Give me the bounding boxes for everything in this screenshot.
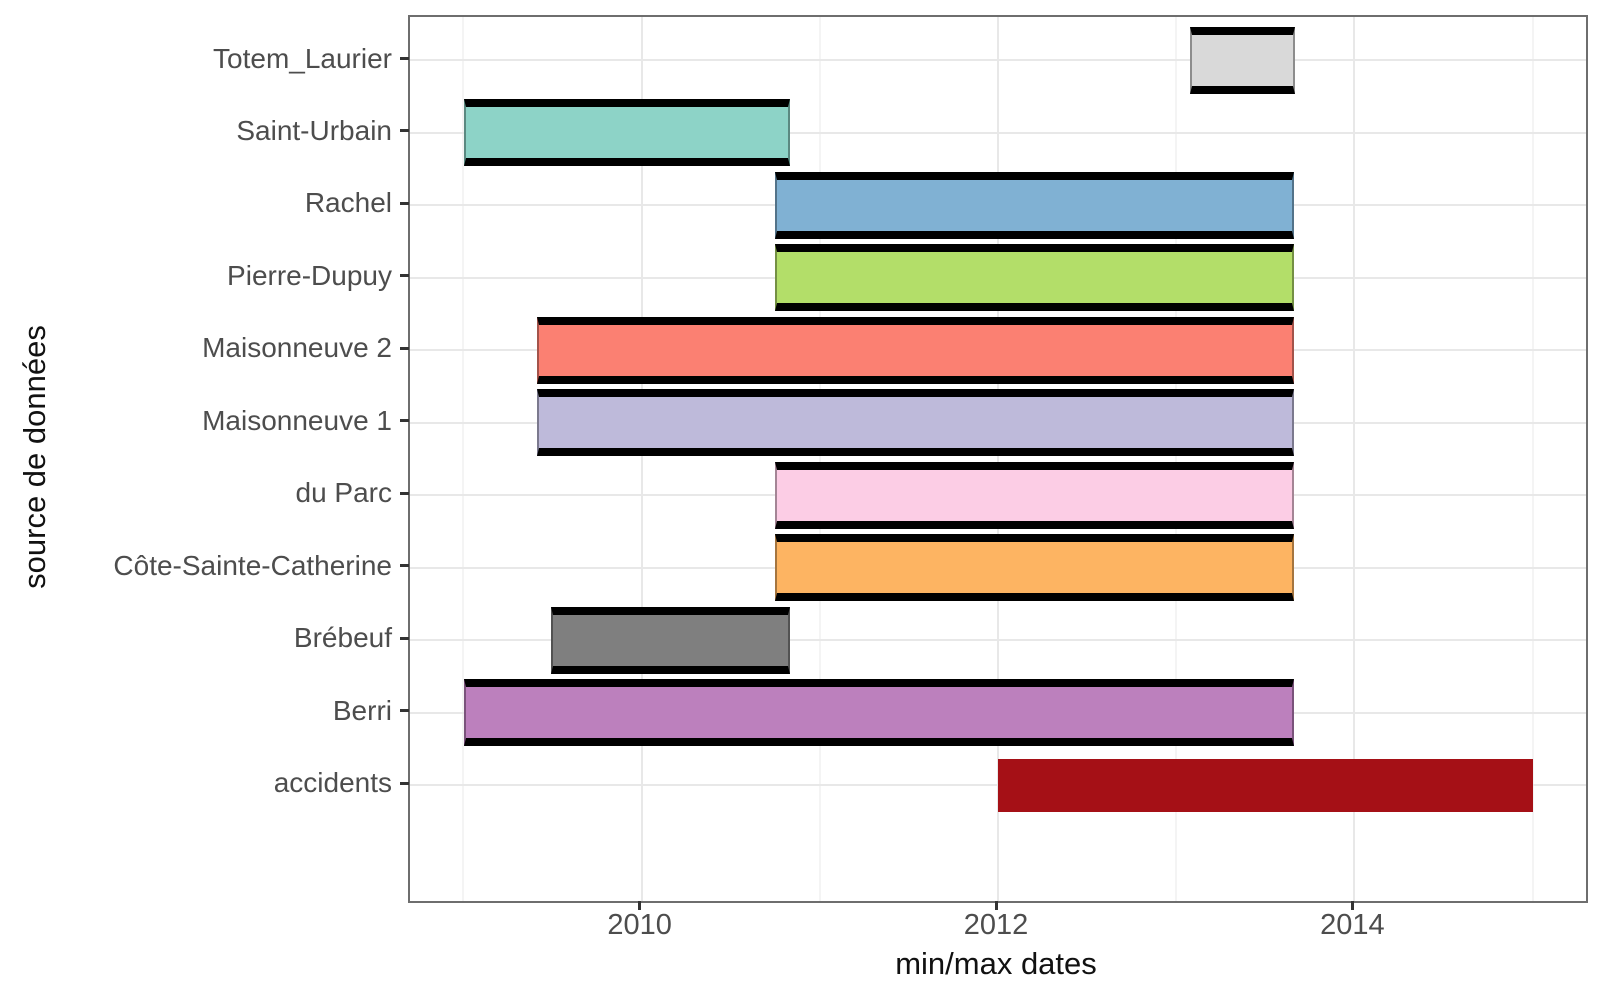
- gridline-minor-vertical: [1175, 17, 1178, 901]
- y-tick-label: Côte-Sainte-Catherine: [113, 549, 392, 581]
- x-tick-mark: [1350, 901, 1354, 910]
- bar-Rachel: [775, 171, 1294, 239]
- y-tick-mark: [400, 781, 409, 785]
- y-tick-mark: [400, 346, 409, 350]
- y-tick-label: accidents: [273, 767, 392, 799]
- y-tick-label: Totem_Laurier: [213, 42, 392, 74]
- x-tick-label: 2010: [607, 909, 672, 941]
- y-tick-mark: [400, 419, 409, 423]
- bar-Brébeuf: [550, 606, 790, 674]
- bar-Berri: [463, 679, 1294, 747]
- bar-Pierre-Dupuy: [775, 244, 1294, 312]
- x-tick-mark: [638, 901, 642, 910]
- y-tick-label: Berri: [332, 694, 392, 726]
- y-tick-label: Rachel: [304, 187, 392, 219]
- gridline-major-vertical: [1353, 17, 1356, 901]
- y-tick-mark: [400, 491, 409, 495]
- x-tick-mark: [994, 901, 998, 910]
- gridline-major-vertical: [997, 17, 999, 901]
- x-axis-title: min/max dates: [895, 946, 1097, 981]
- y-tick-mark: [400, 709, 409, 713]
- x-tick-label: 2014: [1320, 909, 1385, 941]
- y-tick-mark: [400, 564, 409, 568]
- y-tick-label: Saint-Urbain: [236, 114, 392, 146]
- x-tick-label: 2012: [963, 909, 1029, 941]
- gridline-major-horizontal: [410, 59, 1586, 62]
- gridline-minor-vertical: [1531, 17, 1534, 901]
- y-tick-mark: [400, 274, 409, 278]
- bar-Maisonneuve 2: [536, 316, 1294, 384]
- y-tick-label: du Parc: [295, 477, 393, 509]
- bar-Maisonneuve 1: [536, 389, 1294, 457]
- bar-accidents: [998, 758, 1533, 812]
- y-tick-label: Pierre-Dupuy: [227, 259, 392, 291]
- bar-Côte-Sainte-Catherine: [775, 534, 1294, 602]
- gridline-minor-vertical: [818, 17, 821, 901]
- bar-Saint-Urbain: [463, 99, 790, 167]
- gridline-major-horizontal: [410, 639, 1586, 642]
- y-tick-mark: [400, 201, 409, 205]
- y-tick-label: Brébeuf: [293, 622, 392, 654]
- y-tick-mark: [400, 57, 409, 60]
- gridline-major-horizontal: [410, 131, 1586, 134]
- plot-panel: [408, 15, 1588, 903]
- y-tick-label: Maisonneuve 2: [202, 332, 392, 364]
- bar-du Parc: [775, 461, 1294, 529]
- y-tick-mark: [400, 636, 409, 640]
- gridline-minor-vertical: [462, 17, 465, 901]
- y-tick-mark: [400, 129, 409, 133]
- gridline-major-vertical: [640, 17, 643, 901]
- y-tick-label: Maisonneuve 1: [202, 404, 392, 436]
- bar-Totem_Laurier: [1190, 27, 1296, 94]
